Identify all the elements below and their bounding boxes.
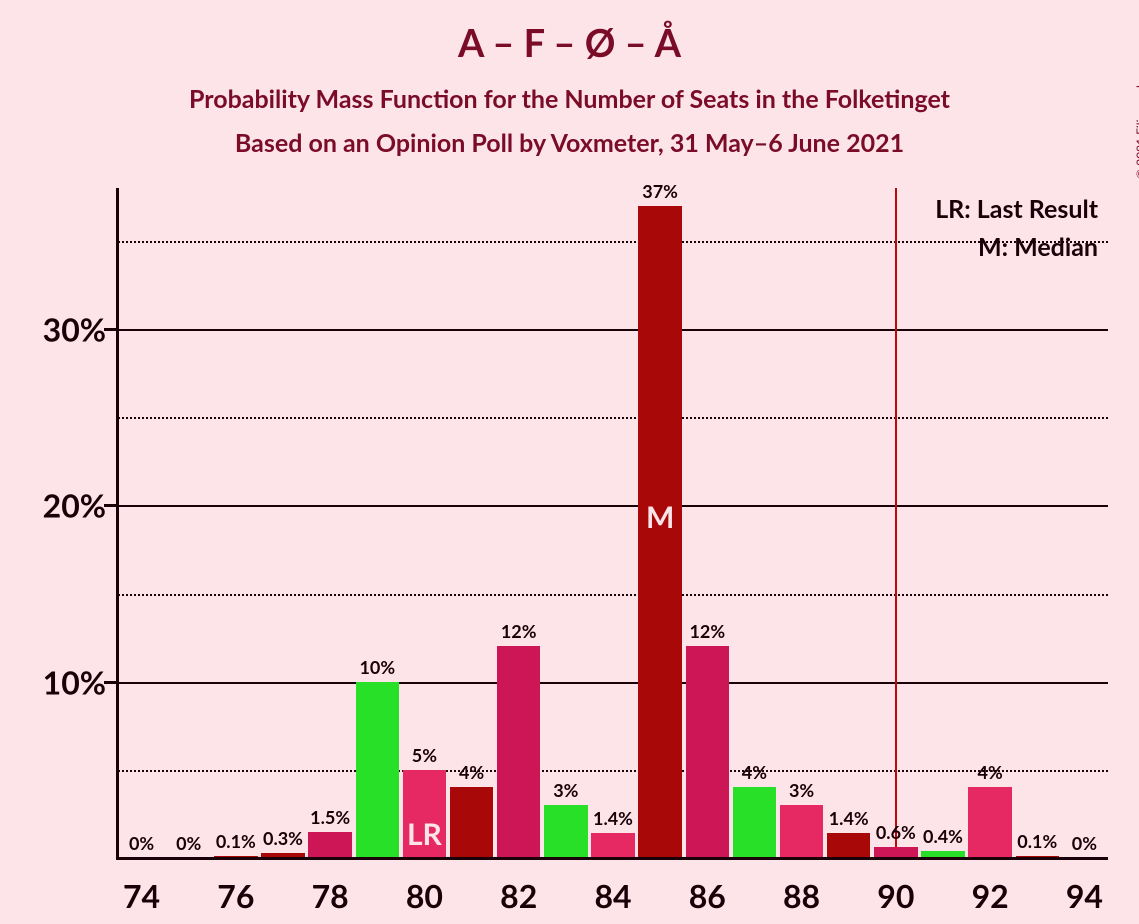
gridline-major: [118, 505, 1108, 507]
x-tick-label: 80: [406, 876, 443, 915]
bar-value-label: 5%: [412, 744, 437, 766]
bar-value-label: 0%: [1072, 832, 1097, 854]
bar-value-label: 4%: [978, 761, 1003, 783]
bar: 1.5%: [308, 832, 351, 858]
bar-value-label: 4%: [742, 761, 767, 783]
bar-value-label: 1.5%: [310, 806, 350, 828]
chart-title: A – F – Ø – Å: [0, 0, 1139, 66]
legend-lr: LR: Last Result: [935, 194, 1098, 224]
bar-value-label: 1.4%: [829, 807, 869, 829]
y-tick-label: 30%: [43, 310, 106, 349]
x-tick-label: 88: [783, 876, 820, 915]
x-tick-label: 94: [1066, 876, 1103, 915]
chart-subtitle-2: Based on an Opinion Poll by Voxmeter, 31…: [0, 128, 1139, 158]
x-tick-label: 86: [689, 876, 726, 915]
y-axis: [116, 188, 119, 860]
x-tick-label: 92: [972, 876, 1009, 915]
bar: 5%LR: [403, 770, 446, 858]
bar-value-label: 0%: [129, 832, 154, 854]
bar: 37%M: [638, 206, 681, 858]
bar-inner-label: M: [646, 499, 674, 535]
bar: 3%: [780, 805, 823, 858]
bar-value-label: 37%: [642, 180, 678, 202]
bar-inner-label: LR: [407, 816, 442, 852]
copyright-notice: © 2021 Filip van Laenen: [1133, 50, 1139, 179]
chart-plot-area: 10%20%30%74767880828486889092940%0%0.1%0…: [118, 188, 1108, 858]
bar: 12%: [497, 646, 540, 858]
x-axis: [116, 857, 1108, 860]
bar: 12%: [686, 646, 729, 858]
majority-line: [895, 188, 897, 858]
bar: 4%: [968, 787, 1011, 858]
bar-value-label: 0.3%: [263, 827, 303, 849]
chart-subtitle-1: Probability Mass Function for the Number…: [0, 84, 1139, 114]
y-tick-label: 10%: [43, 662, 106, 701]
gridline-minor: [118, 417, 1108, 419]
bar-value-label: 0.4%: [923, 825, 963, 847]
bar-value-label: 12%: [689, 620, 725, 642]
legend-m: M: Median: [935, 232, 1098, 262]
bar-value-label: 3%: [553, 779, 578, 801]
x-tick-label: 74: [123, 876, 160, 915]
bar: 10%: [356, 682, 399, 858]
bar: 1.4%: [827, 833, 870, 858]
bar-value-label: 10%: [359, 656, 395, 678]
bar-value-label: 0.1%: [1017, 830, 1057, 852]
bar-value-label: 0.1%: [216, 830, 256, 852]
x-tick-label: 82: [500, 876, 537, 915]
bar-value-label: 0%: [176, 832, 201, 854]
gridline-minor: [118, 770, 1108, 772]
bar-value-label: 4%: [459, 761, 484, 783]
bar: 3%: [544, 805, 587, 858]
x-tick-label: 84: [594, 876, 631, 915]
gridline-major: [118, 682, 1108, 684]
legend: LR: Last Result M: Median: [935, 194, 1098, 262]
x-tick-label: 78: [312, 876, 349, 915]
x-tick-label: 90: [877, 876, 914, 915]
bar: 4%: [733, 787, 776, 858]
bar: 1.4%: [591, 833, 634, 858]
bar: 4%: [450, 787, 493, 858]
bar-value-label: 12%: [501, 620, 537, 642]
bar-value-label: 3%: [789, 779, 814, 801]
gridline-major: [118, 329, 1108, 331]
y-tick-label: 20%: [43, 486, 106, 525]
bar-value-label: 0.6%: [876, 821, 916, 843]
x-tick-label: 76: [217, 876, 254, 915]
gridline-minor: [118, 594, 1108, 596]
bar-value-label: 1.4%: [593, 807, 633, 829]
